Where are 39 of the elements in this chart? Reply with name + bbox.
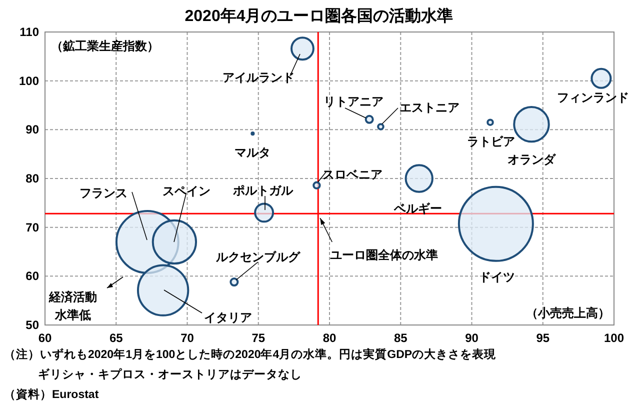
series-label: フィンランド	[557, 90, 630, 104]
series-label: リトアニア	[323, 94, 384, 108]
x-tick-label: 60	[38, 331, 52, 345]
x-tick-label: 100	[604, 331, 624, 345]
annotation: 経済活動水準低	[48, 290, 97, 322]
x-tick-label: 65	[109, 331, 124, 345]
series-label: ラトビア	[467, 134, 516, 148]
text: （資料）Eurostat	[4, 387, 99, 401]
series-label: オランダ	[507, 152, 556, 166]
y-axis-title: （鉱工業生産指数）	[51, 39, 159, 53]
text: （注）いずれも2020年1月を100とした時の2020年4月の水準。円は実質GDPの大きさを表現	[4, 347, 498, 361]
x-tick-label: 75	[252, 331, 266, 345]
x-tick-label: 80	[322, 331, 336, 345]
series-label: ドイツ	[478, 270, 515, 284]
series-label: ルクセンブルグ	[215, 250, 302, 264]
x-tick-label: 90	[465, 331, 479, 345]
series-label: フランス	[79, 186, 128, 200]
x-tick-label: 85	[394, 331, 408, 345]
y-tick-label: 90	[26, 122, 40, 137]
y-tick-label: 60	[26, 269, 40, 284]
y-tick-label: 100	[18, 74, 40, 88]
x-axis-title: （小売売上高）	[526, 306, 610, 320]
series-label: スロベニア	[322, 167, 383, 182]
series-label: ポルトガル	[232, 184, 294, 198]
x-tick-label: 95	[536, 331, 550, 345]
series-label: ベルギー	[393, 202, 442, 216]
y-tick-label: 70	[26, 220, 40, 234]
series-label: イタリア	[204, 310, 252, 324]
chart-title: 2020年4月のユーロ圏各国の活動水準	[184, 7, 454, 25]
ref-line-label: ユーロ圏全体の水準	[330, 248, 438, 262]
series-label: エストニア	[400, 100, 460, 115]
text: スペイン	[162, 184, 210, 198]
series-label: アイルランド	[222, 70, 294, 85]
text: ギリシャ・キプロス・オーストリアはデータなし	[38, 367, 302, 381]
series-label: マルタ	[234, 146, 271, 160]
y-tick-label: 50	[26, 318, 40, 332]
x-tick-label: 70	[180, 331, 194, 345]
y-tick-label: 110	[20, 25, 40, 39]
y-tick-label: 80	[26, 172, 40, 186]
